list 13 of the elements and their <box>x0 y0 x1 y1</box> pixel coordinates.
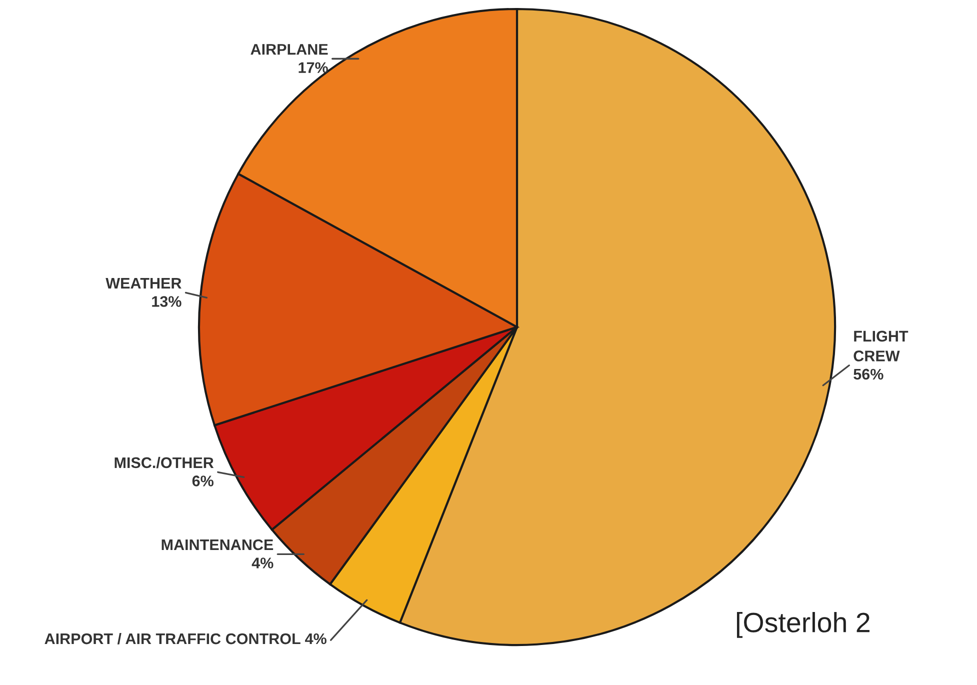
text: [Osterloh 2 <box>736 612 870 638</box>
slice-label: WEATHER <box>106 278 182 288</box>
data-label: 4% <box>305 633 326 644</box>
data-label: 6% <box>192 476 214 486</box>
data-label: 56% <box>854 368 884 380</box>
slice-label: MAINTENANCE <box>162 539 274 550</box>
data-label: 4% <box>252 558 274 568</box>
slice-label: AIRPLANE <box>250 44 328 55</box>
slice-label: AIRPORT / AIR TRAFFIC CONTROL <box>44 632 300 644</box>
data-label: 17% <box>298 62 328 73</box>
slice-label: MISC./OTHER <box>114 456 214 468</box>
data-label: 13% <box>152 296 182 307</box>
slice-label: FLIGHT CREW <box>854 330 908 362</box>
